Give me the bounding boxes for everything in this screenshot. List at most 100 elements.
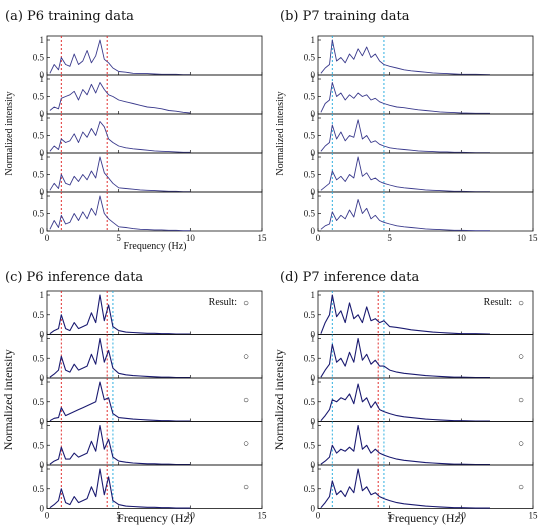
subplot-frame: [317, 421, 534, 466]
x-tick-label: 0: [45, 511, 50, 521]
x-tick-label: 10: [457, 511, 467, 521]
y-tick-label: 0: [311, 417, 316, 427]
subplot-5: 00.510 5 10 15○: [304, 464, 538, 521]
y-tick-label: 0.5: [304, 440, 316, 450]
series-line: [49, 381, 191, 422]
subplot-4: 0 0.5 1 ○: [304, 421, 534, 470]
y-tick-label: 0.5: [304, 484, 316, 494]
y-tick-label: 0: [40, 373, 45, 383]
panel-3: (c) P6 inference data 0 0.5 1 Result: ○ 0 0.5 1 ○…: [1, 270, 267, 525]
result-marker: ○: [243, 351, 249, 362]
y-tick-label: 1: [40, 290, 45, 300]
panel-1: (a) P6 training data00.5100.5100.5100.51…: [4, 9, 267, 252]
y-tick-label: 0: [40, 109, 45, 119]
subplot-4: 00.51: [304, 152, 534, 197]
y-tick-label: 1: [311, 334, 316, 344]
y-tick-label: 1: [311, 35, 316, 45]
panel-title: (b) P7 training data: [280, 9, 410, 24]
subplot-frame: [46, 421, 263, 466]
subplot-frame: [317, 113, 534, 154]
subplot-frame: [317, 74, 534, 115]
y-tick-label: 1: [311, 290, 316, 300]
subplot-5: 00.510 5 10 15○: [33, 464, 267, 521]
subplot-frame: [46, 334, 263, 379]
series-line: [49, 82, 191, 114]
y-tick-label: 1: [311, 464, 316, 474]
y-tick-label: 0.5: [33, 170, 45, 180]
series-line: [49, 337, 191, 379]
y-tick-label: 1: [40, 377, 45, 387]
subplot-frame: [317, 377, 534, 422]
series-line: [320, 199, 490, 232]
series-line: [320, 424, 490, 466]
y-tick-label: 0.5: [33, 484, 45, 494]
subplot-5: 00.510 5 10 15: [33, 191, 267, 243]
subplot-3: 00.51: [304, 113, 534, 158]
panel-title: (d) P7 inference data: [280, 270, 419, 285]
y-axis-label: Normalized intensity: [275, 91, 286, 175]
y-tick-label: 0.5: [304, 209, 316, 219]
panel-title: (c) P6 inference data: [5, 270, 143, 285]
subplot-frame: [317, 334, 534, 379]
x-tick-label: 10: [457, 233, 467, 243]
y-tick-label: 0: [40, 187, 45, 197]
x-tick-label: 5: [116, 511, 121, 521]
series-line: [320, 82, 490, 114]
x-axis-label: Frequency (Hz): [388, 511, 464, 525]
y-tick-label: 0: [311, 226, 316, 236]
x-tick-label: 15: [258, 511, 268, 521]
y-tick-label: 0: [40, 417, 45, 427]
subplot-3: 00.51: [33, 113, 263, 158]
subplot-frame: [46, 377, 263, 422]
y-tick-label: 0.5: [33, 131, 45, 141]
subplot-1: 0 0.5 1 Result: ○: [33, 290, 263, 340]
y-tick-label: 0: [311, 460, 316, 470]
y-tick-label: 1: [40, 152, 45, 162]
y-tick-label: 0.5: [33, 440, 45, 450]
y-tick-label: 1: [40, 74, 45, 84]
y-axis-label: Normalized intensity: [272, 349, 286, 450]
y-tick-label: 0: [40, 330, 45, 340]
series-line: [49, 424, 191, 466]
y-tick-label: 1: [40, 464, 45, 474]
result-marker: ○: [518, 351, 524, 362]
y-axis-label: Normalized intensity: [1, 349, 15, 450]
subplot-5: 00.510 5 10 15: [304, 191, 538, 243]
y-tick-label: 0.5: [304, 397, 316, 407]
series-line: [49, 468, 191, 509]
subplot-2: 0 0.5 1 ○: [304, 334, 534, 383]
y-tick-label: 0: [311, 148, 316, 158]
subplot-1: 00.51: [33, 35, 263, 80]
y-tick-label: 0.5: [33, 310, 45, 320]
subplot-3: 0 0.5 1 ○: [304, 377, 534, 427]
result-marker: ○: [518, 482, 524, 493]
x-axis-label: Frequency (Hz): [123, 241, 186, 252]
y-tick-label: 0: [311, 109, 316, 119]
x-tick-label: 15: [529, 511, 539, 521]
y-tick-label: 0: [311, 70, 316, 80]
y-tick-label: 1: [311, 152, 316, 162]
result-label: Result:: [209, 297, 237, 308]
y-tick-label: 0.5: [304, 353, 316, 363]
series-line: [49, 39, 191, 76]
series-line: [320, 337, 490, 379]
x-tick-label: 15: [529, 233, 539, 243]
series-line: [49, 121, 191, 153]
series-line: [49, 156, 191, 193]
y-tick-label: 0: [40, 226, 45, 236]
series-line: [320, 468, 490, 509]
result-marker: ○: [243, 298, 249, 309]
result-marker: ○: [518, 298, 524, 309]
subplot-frame: [317, 191, 534, 232]
subplot-frame: [46, 35, 263, 76]
x-tick-label: 0: [45, 233, 50, 243]
y-tick-label: 1: [40, 334, 45, 344]
y-tick-label: 0.5: [33, 353, 45, 363]
y-tick-label: 0.5: [304, 310, 316, 320]
y-tick-label: 1: [40, 113, 45, 123]
series-line: [320, 383, 490, 422]
subplot-frame: [46, 152, 263, 193]
y-tick-label: 0: [40, 460, 45, 470]
y-tick-label: 1: [311, 113, 316, 123]
y-tick-label: 0.5: [33, 209, 45, 219]
